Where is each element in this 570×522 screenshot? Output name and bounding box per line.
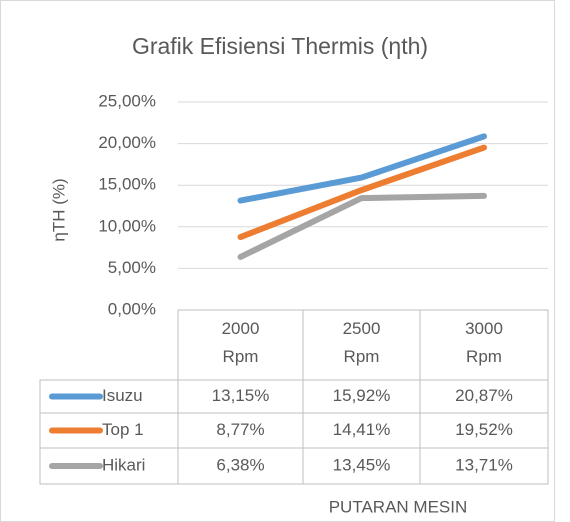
table-value: 13,71% bbox=[455, 455, 513, 474]
table-value: 6,38% bbox=[216, 455, 264, 474]
y-tick-label: 0,00% bbox=[108, 299, 156, 318]
chart-title: Grafik Efisiensi Thermis (ηth) bbox=[132, 33, 428, 59]
series-line bbox=[237, 144, 487, 241]
x-tick-label: 3000 Rpm bbox=[465, 319, 503, 366]
series-line bbox=[237, 192, 487, 260]
y-tick-label: 25,00% bbox=[98, 91, 156, 110]
chart-frame bbox=[0, 0, 555, 522]
x-tick-label: 2500 Rpm bbox=[343, 319, 381, 366]
x-tick-label: 2000 Rpm bbox=[222, 319, 260, 366]
y-tick-label: 10,00% bbox=[98, 216, 156, 235]
table-value: 13,45% bbox=[333, 455, 391, 474]
table-value: 20,87% bbox=[455, 386, 513, 405]
table-value: 19,52% bbox=[455, 420, 513, 439]
y-tick-label: 20,00% bbox=[98, 133, 156, 152]
table-value: 15,92% bbox=[333, 386, 391, 405]
x-axis-title: PUTARAN MESIN bbox=[329, 497, 468, 516]
y-tick-label: 15,00% bbox=[98, 175, 156, 194]
table-value: 14,41% bbox=[333, 420, 391, 439]
series-line bbox=[237, 133, 487, 204]
table-value: 8,77% bbox=[216, 420, 264, 439]
y-axis-title: ηTH (%) bbox=[49, 178, 68, 241]
legend-label: Top 1 bbox=[102, 420, 144, 439]
legend-label: Hikari bbox=[102, 455, 145, 474]
y-tick-label: 5,00% bbox=[108, 258, 156, 277]
legend-label: Isuzu bbox=[102, 386, 143, 405]
table-value: 13,15% bbox=[212, 386, 270, 405]
